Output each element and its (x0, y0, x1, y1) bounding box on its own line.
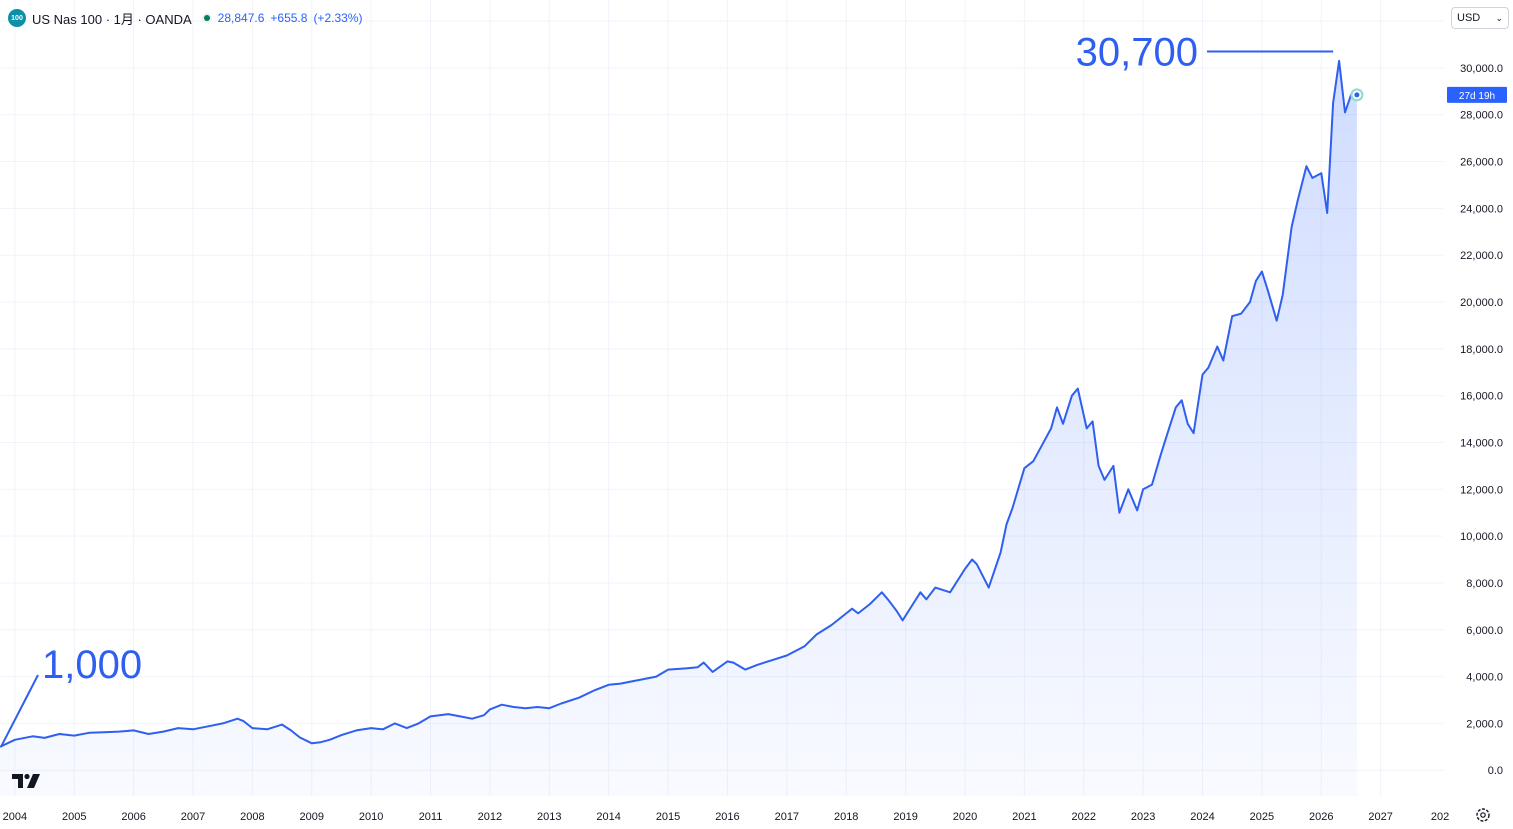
countdown-badge (1447, 86, 1507, 103)
last-price-marker-layer (1350, 88, 1364, 102)
x-tick-label: 202 (1431, 811, 1449, 823)
y-tick-label: 22,000.0 (1460, 250, 1503, 262)
annotation-line-start (0, 674, 39, 748)
x-tick-label: 2011 (419, 811, 443, 823)
y-tick-label: 12,000.0 (1460, 484, 1503, 496)
y-tick-label: 14,000.0 (1460, 437, 1503, 449)
x-tick-label: 2022 (1071, 811, 1095, 823)
price-axis[interactable]: 0.0 2,000.0 4,000.0 6,000.0 8,000.0 10,000.0 1… (1447, 16, 1507, 777)
x-tick-label: 2024 (1190, 811, 1214, 823)
y-tick-label: 20,000.0 (1460, 297, 1503, 309)
y-tick-label: 0.0 (1488, 765, 1503, 777)
currency-selector[interactable]: USD ⌄ (1451, 7, 1509, 29)
gear-icon[interactable] (1474, 806, 1492, 824)
symbol-title[interactable]: US Nas 100 · 1月 · OANDA (32, 11, 192, 27)
symbol-logo-icon[interactable]: 100 (8, 9, 26, 27)
x-tick-label: 2023 (1131, 811, 1155, 823)
x-tick-label: 2019 (893, 811, 917, 823)
annotation-peak-value: 30,700 (1076, 31, 1198, 75)
y-tick-label: 8,000.0 (1466, 578, 1503, 590)
chevron-down-icon: ⌄ (1495, 12, 1503, 23)
x-tick-label: 2008 (240, 811, 264, 823)
x-tick-label: 2009 (300, 811, 324, 823)
tradingview-logo-icon[interactable] (10, 772, 42, 795)
y-tick-label: 16,000.0 (1460, 391, 1503, 403)
x-tick-label: 2012 (478, 811, 502, 823)
y-tick-label: 28,000.0 (1460, 110, 1503, 122)
y-tick-label: 26,000.0 (1460, 157, 1503, 169)
annotation-start-value: 1,000 (42, 643, 142, 687)
x-tick-label: 2013 (537, 811, 561, 823)
x-tick-label: 2017 (775, 811, 799, 823)
live-status-dot-icon (201, 13, 212, 23)
x-tick-label: 2025 (1250, 811, 1274, 823)
symbol-header: 100 US Nas 100 · 1月 · OANDA 28,847.6 +65… (8, 8, 362, 28)
last-price: 28,847.6 (217, 11, 265, 25)
annotations-layer: 1,000 30,700 (0, 31, 1334, 748)
price-line-layer (0, 59, 1357, 748)
x-tick-label: 2010 (359, 811, 383, 823)
x-tick-label: 2015 (656, 811, 680, 823)
y-tick-label: 18,000.0 (1460, 344, 1503, 356)
price-change-percent: (+2.33%) (313, 11, 363, 25)
x-tick-label: 2026 (1309, 811, 1333, 823)
x-tick-label: 2014 (596, 811, 620, 823)
x-tick-label: 2004 (3, 811, 27, 823)
x-tick-label: 2005 (62, 811, 86, 823)
price-line (0, 59, 1357, 748)
x-tick-label: 2007 (181, 811, 205, 823)
time-axis[interactable]: 2004 2005 2006 2007 2008 2009 2010 2011 2012 2013… (3, 811, 1450, 823)
x-tick-label: 2021 (1012, 811, 1036, 823)
y-tick-label: 30,000.0 (1460, 63, 1503, 75)
y-tick-label: 2,000.0 (1466, 718, 1503, 730)
last-price-dot (1354, 92, 1360, 98)
x-tick-label: 2027 (1368, 811, 1392, 823)
y-tick-label: 4,000.0 (1466, 672, 1503, 684)
area-fill (0, 60, 1357, 796)
x-tick-label: 2018 (834, 811, 858, 823)
y-tick-label: 24,000.0 (1460, 203, 1503, 215)
x-tick-label: 2016 (715, 811, 739, 823)
area-fill-layer (0, 60, 1357, 796)
y-tick-label: 10,000.0 (1460, 531, 1503, 543)
price-change: +655.8 (270, 11, 308, 25)
x-tick-label: 2020 (953, 811, 977, 823)
x-tick-label: 2006 (121, 811, 145, 823)
currency-value: USD (1457, 12, 1481, 24)
countdown-label: 27d 19h (1459, 91, 1495, 102)
y-tick-label: 6,000.0 (1466, 625, 1503, 637)
